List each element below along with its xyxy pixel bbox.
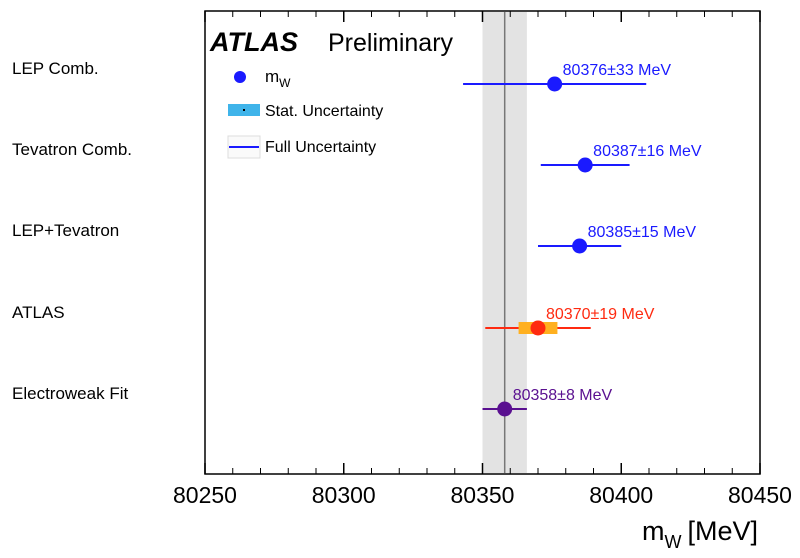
category-label-electroweak-fit: Electroweak Fit — [12, 384, 128, 403]
category-labels: LEP Comb. Tevatron Comb. LEP+Tevatron ATLAS… — [12, 59, 132, 403]
legend-stat-dot — [243, 109, 245, 111]
x-tick-label: 80450 — [728, 482, 792, 508]
legend-full-label: Full Uncertainty — [265, 139, 376, 156]
legend-stat-label: Stat. Uncertainty — [265, 103, 383, 120]
x-tick-label: 80250 — [173, 482, 237, 508]
legend-marker-icon — [234, 71, 246, 83]
x-axis-ticks: 80250 80300 80350 80400 80450 — [173, 11, 792, 508]
value-annotation-atlas: 80370±19 MeV — [546, 306, 655, 323]
x-tick-label: 80400 — [589, 482, 653, 508]
category-label-atlas: ATLAS — [12, 303, 65, 322]
legend-marker-label: mW — [265, 67, 291, 90]
category-label-lep-tevatron: LEP+Tevatron — [12, 221, 119, 240]
x-tick-label: 80300 — [312, 482, 376, 508]
measurements-layer: 80376±33 MeV 80387±16 MeV 80385±15 MeV 8037… — [463, 62, 702, 417]
chart-title-preliminary: Preliminary — [328, 29, 454, 57]
category-label-tevatron-comb: Tevatron Comb. — [12, 140, 132, 159]
marker-tevatron-comb — [577, 157, 593, 173]
legend: mW Stat. Uncertainty Full Uncertainty — [227, 67, 383, 159]
marker-lep-tevatron — [572, 238, 588, 254]
marker-electroweak-fit — [497, 401, 513, 417]
x-axis-title: mW [MeV] — [642, 516, 758, 552]
category-label-lep-comb: LEP Comb. — [12, 59, 99, 78]
marker-atlas — [530, 320, 546, 336]
value-annotation-tevatron-comb: 80387±16 MeV — [593, 143, 702, 160]
x-tick-label: 80350 — [451, 482, 515, 508]
marker-lep-comb — [547, 76, 563, 92]
value-annotation-electroweak-fit: 80358±8 MeV — [513, 387, 613, 404]
value-annotation-lep-comb: 80376±33 MeV — [563, 62, 672, 79]
value-annotation-lep-tevatron: 80385±15 MeV — [588, 224, 697, 241]
chart-title-atlas: ATLAS — [209, 27, 298, 57]
